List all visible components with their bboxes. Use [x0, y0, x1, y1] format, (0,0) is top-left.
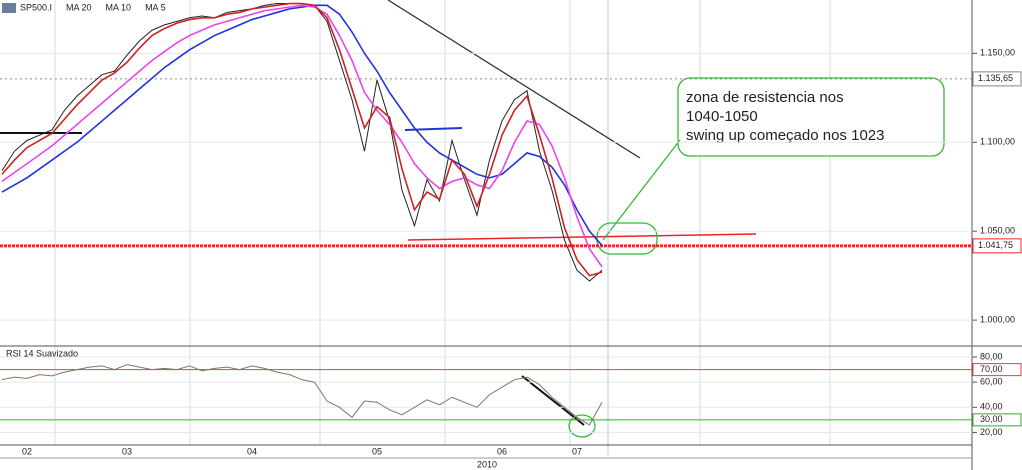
x-tick-label: 02 [22, 446, 32, 456]
note-line: zona de resistencia nos [686, 89, 844, 106]
level-tag [972, 363, 1022, 377]
note-line: 1040-1050 [686, 108, 758, 125]
y-tick-label: 40,00 [980, 402, 1003, 412]
legend-entry: MA 5 [145, 2, 166, 12]
series-line [1, 4, 603, 246]
resistance-line [407, 233, 757, 241]
legend-entry: MA 10 [106, 2, 132, 12]
trend-line [387, 0, 641, 159]
price-tag [972, 238, 1022, 254]
price-tag [972, 71, 1022, 87]
x-tick-label: 07 [572, 446, 582, 456]
highlight [568, 414, 596, 438]
level-tag [972, 413, 1022, 427]
level-label: 70,00 [980, 364, 1003, 374]
highlight [596, 222, 658, 255]
drawings [0, 0, 945, 438]
panel-title: RSI 14 Suavizado [6, 348, 78, 358]
y-tick-label: 60,00 [980, 377, 1003, 387]
x-tick-label: 03 [122, 446, 132, 456]
year-label: 2010 [477, 459, 497, 469]
y-tick-label: 1.000,00 [980, 314, 1015, 324]
series-line [1, 364, 603, 426]
symbol-icon [2, 3, 16, 13]
y-tick-label: 20,00 [980, 427, 1003, 437]
price-label: 1.041,75 [978, 240, 1013, 250]
legend-entry: MA 20 [66, 2, 92, 12]
legend-entry: SP500.I [20, 2, 52, 12]
callout [602, 139, 681, 241]
series-line [1, 4, 603, 268]
x-tick-label: 06 [497, 446, 507, 456]
series-line [1, 2, 603, 277]
y-tick-label: 1.100,00 [980, 137, 1015, 147]
x-tick-label: 04 [247, 446, 257, 456]
y-tick-label: 1.150,00 [980, 48, 1015, 58]
y-tick-label: 1.050,00 [980, 226, 1015, 236]
note-box [677, 77, 945, 157]
price-label: 1.135,65 [978, 73, 1013, 83]
level-label: 30,00 [980, 414, 1003, 424]
neck-line [404, 127, 463, 131]
y-tick-label: 80,00 [980, 351, 1003, 361]
month-grid [54, 0, 831, 445]
note-line: swing up começado nos 1023 [686, 127, 884, 144]
x-tick-label: 05 [372, 446, 382, 456]
